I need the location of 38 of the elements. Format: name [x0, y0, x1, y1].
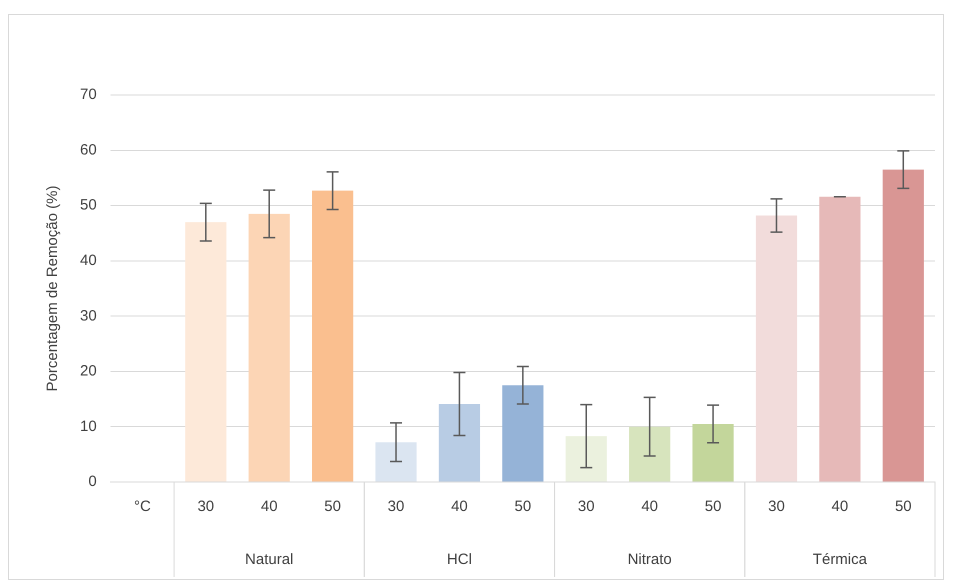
y-axis-title: Porcentagem de Remoção (%) — [44, 186, 62, 392]
x-tick-label: 40 — [832, 498, 848, 516]
y-tick-label: 60 — [80, 141, 97, 158]
text: Nitrato — [628, 551, 672, 568]
x-tick-label: 50 — [324, 498, 341, 516]
y-tick-label: 40 — [80, 252, 97, 269]
y-tick-label: 10 — [80, 418, 97, 435]
bar — [438, 404, 480, 482]
bar — [692, 424, 734, 482]
bar — [629, 426, 670, 482]
x-tick-label: 30 — [197, 498, 214, 516]
x-tick-label: 50 — [704, 498, 722, 516]
y-tick-label: 20 — [80, 362, 97, 380]
x-tick-label: 40 — [451, 498, 468, 516]
bar — [756, 216, 798, 482]
x-tick-label: 40 — [641, 498, 658, 516]
y-tick-label: 50 — [80, 196, 97, 214]
bar — [566, 436, 607, 482]
x-tick-label: 30 — [578, 498, 595, 516]
x-tick-label: 30 — [768, 498, 785, 516]
text: HCl — [446, 551, 472, 568]
bar — [312, 190, 354, 482]
bar — [882, 170, 924, 482]
bar — [502, 385, 544, 482]
bar — [375, 442, 417, 482]
x-tick-label: 30 — [388, 498, 404, 516]
y-tick-label: 0 — [88, 473, 97, 490]
bar — [819, 196, 860, 482]
y-tick-label: 30 — [80, 307, 97, 324]
bar — [185, 222, 226, 482]
x-tick-label: 50 — [894, 498, 912, 516]
text: Térmica — [812, 551, 868, 568]
x-tick-label: °C — [134, 498, 151, 516]
x-tick-label: 50 — [514, 498, 532, 516]
bar — [248, 214, 290, 482]
y-tick-label: 70 — [80, 86, 97, 104]
text: Natural — [245, 551, 294, 568]
x-tick-label: 40 — [260, 498, 278, 516]
